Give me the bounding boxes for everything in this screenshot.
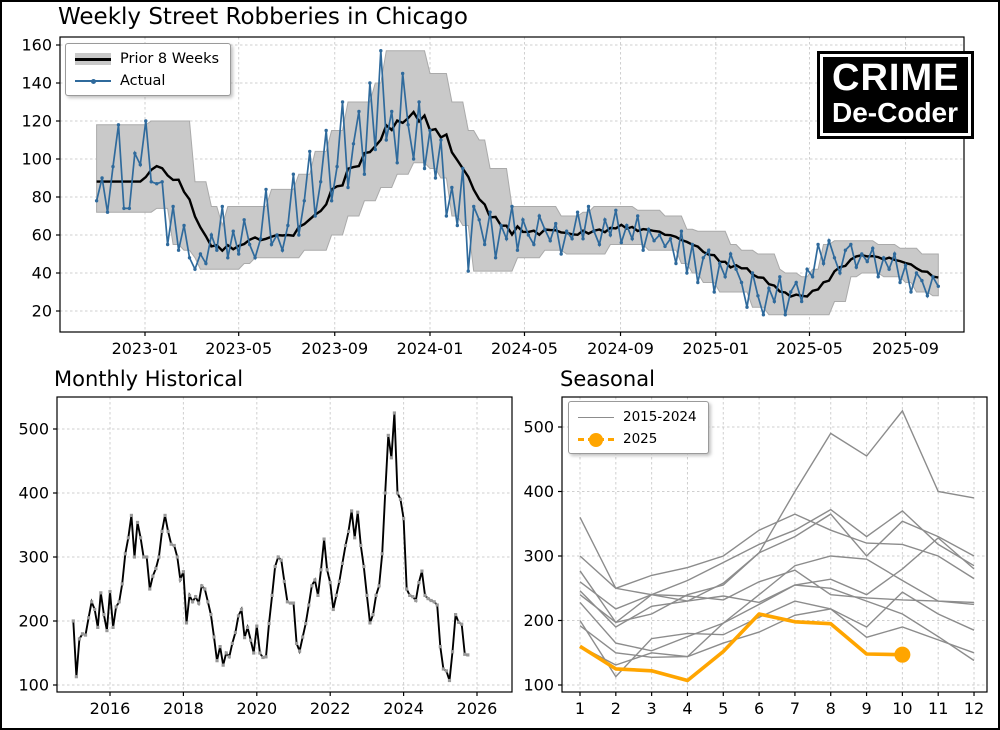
svg-text:5: 5 (718, 699, 728, 718)
actual-line-swatch-icon (75, 79, 111, 84)
svg-text:40: 40 (32, 264, 52, 283)
svg-text:2026: 2026 (457, 699, 498, 718)
svg-text:300: 300 (523, 547, 554, 566)
svg-text:3: 3 (647, 699, 657, 718)
legend-label-prior-8-weeks: Prior 8 Weeks (120, 51, 220, 67)
svg-text:2018: 2018 (163, 699, 204, 718)
svg-text:60: 60 (32, 226, 52, 245)
legend-label-2015-2024: 2015-2024 (623, 409, 697, 425)
svg-text:140: 140 (21, 74, 52, 93)
seasonal-year-line-2020 (579, 555, 975, 659)
seasonal-2025-last-point-marker (894, 646, 911, 663)
seasonal-chart-title: Seasonal (560, 367, 655, 391)
svg-text:500: 500 (18, 420, 49, 439)
seasonal-year-line-2022 (579, 508, 975, 610)
svg-text:2020: 2020 (236, 699, 277, 718)
svg-text:200: 200 (523, 611, 554, 630)
svg-text:2: 2 (611, 699, 621, 718)
svg-text:80: 80 (32, 188, 52, 207)
seasonal-legend: 2015-2024 2025 (568, 401, 709, 454)
monthly-chart-title: Monthly Historical (54, 367, 244, 391)
monthly-line (72, 412, 468, 681)
legend-item-2025: 2025 (578, 431, 697, 447)
svg-text:8: 8 (826, 699, 836, 718)
svg-text:160: 160 (21, 36, 52, 55)
legend-item-2015-2024: 2015-2024 (578, 409, 697, 425)
seasonal-year-line-2015 (579, 591, 975, 678)
logo-text-decoder: De-Coder (832, 97, 959, 128)
svg-text:2024-05: 2024-05 (491, 339, 558, 358)
svg-text:6: 6 (754, 699, 764, 718)
crime-decoder-logo: CRIME De-Coder (817, 51, 975, 139)
seasonal-2025-line (579, 612, 903, 683)
band-swatch-icon (75, 53, 111, 65)
svg-text:10: 10 (892, 699, 912, 718)
seasonal-year-line-2021 (579, 536, 975, 652)
svg-text:2023-01: 2023-01 (112, 339, 179, 358)
svg-text:100: 100 (523, 676, 554, 695)
legend-label-actual: Actual (120, 73, 166, 89)
monthly-chart: 100 200 300 400 500 2016 2018 2020 2022 2024 2026 (18, 396, 513, 718)
seasonal-year-line-2019 (579, 608, 975, 666)
svg-text:7: 7 (790, 699, 800, 718)
svg-text:11: 11 (928, 699, 948, 718)
weekly-chart: 20 40 60 80 100 120 140 160 2023-01 2023-05 2023-0… (21, 36, 965, 358)
svg-text:200: 200 (18, 612, 49, 631)
svg-text:2023-09: 2023-09 (301, 339, 368, 358)
svg-text:400: 400 (523, 482, 554, 501)
svg-text:2024-01: 2024-01 (397, 339, 464, 358)
gray-line-swatch-icon (578, 416, 614, 418)
svg-text:2025-09: 2025-09 (872, 339, 939, 358)
weekly-legend: Prior 8 Weeks Actual (65, 43, 232, 96)
logo-text-crime: CRIME (832, 57, 960, 99)
svg-text:1: 1 (575, 699, 585, 718)
weekly-chart-title: Weekly Street Robberies in Chicago (58, 4, 468, 30)
seasonal-year-line-2017 (579, 513, 975, 590)
legend-item-actual: Actual (75, 73, 219, 89)
seasonal-year-line-2024 (579, 516, 975, 606)
seasonal-year-line-2018 (579, 570, 975, 662)
svg-text:20: 20 (32, 302, 52, 321)
svg-text:4: 4 (682, 699, 692, 718)
svg-text:2024: 2024 (383, 699, 424, 718)
orange-line-swatch-icon (578, 432, 614, 447)
svg-text:500: 500 (523, 418, 554, 437)
legend-label-2025: 2025 (623, 431, 658, 447)
svg-text:2022: 2022 (310, 699, 351, 718)
svg-text:120: 120 (21, 112, 52, 131)
seasonal-year-line-2016 (579, 513, 975, 628)
legend-item-prior-8-weeks: Prior 8 Weeks (75, 51, 219, 67)
crime-decoder-logo-frame: CRIME De-Coder (820, 54, 972, 136)
svg-text:2016: 2016 (90, 699, 131, 718)
svg-text:2023-05: 2023-05 (205, 339, 272, 358)
svg-text:2025-05: 2025-05 (776, 339, 843, 358)
svg-text:9: 9 (861, 699, 871, 718)
svg-text:400: 400 (18, 484, 49, 503)
seasonal-year-line-2023 (579, 409, 975, 624)
svg-text:2024-09: 2024-09 (587, 339, 654, 358)
svg-text:100: 100 (18, 676, 49, 695)
svg-text:2025-01: 2025-01 (682, 339, 749, 358)
svg-text:100: 100 (21, 150, 52, 169)
svg-text:12: 12 (964, 699, 984, 718)
svg-text:300: 300 (18, 548, 49, 567)
